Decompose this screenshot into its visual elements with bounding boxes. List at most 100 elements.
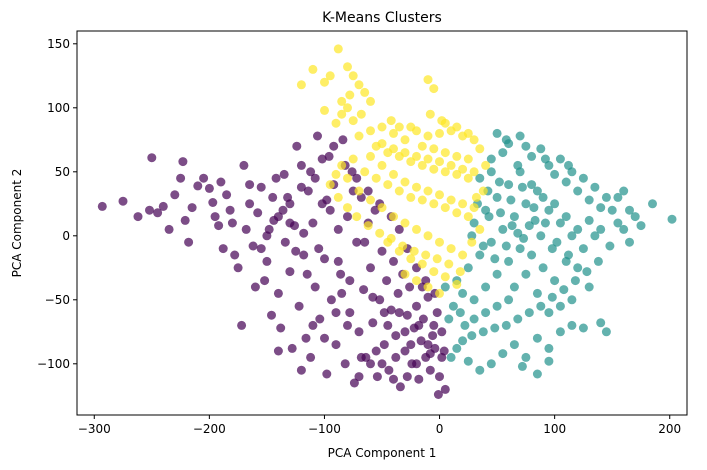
scatter-point-1-23 (636, 221, 646, 231)
scatter-point-1-99 (494, 177, 504, 187)
scatter-point-2-80 (389, 144, 398, 154)
scatter-point-1-117 (524, 221, 534, 231)
scatter-point-0-120 (314, 244, 324, 254)
scatter-point-1-136 (619, 186, 629, 196)
scatter-point-1-17 (601, 192, 611, 202)
scatter-point-1-5 (527, 151, 537, 161)
scatter-point-1-29 (570, 276, 580, 286)
scatter-point-2-60 (406, 254, 416, 264)
scatter-point-1-30 (559, 285, 569, 295)
scatter-point-1-112 (467, 231, 477, 241)
scatter-point-2-123 (386, 116, 396, 126)
scatter-point-2-2 (348, 71, 358, 81)
scatter-point-0-118 (245, 180, 255, 190)
scatter-point-1-92 (550, 276, 560, 286)
scatter-point-0-5 (153, 208, 163, 218)
scatter-point-0-121 (325, 205, 335, 215)
y-tick-label-5: 150 (47, 37, 70, 51)
scatter-point-1-56 (544, 356, 554, 366)
scatter-point-1-80 (561, 212, 571, 222)
scatter-point-0-8 (170, 190, 180, 200)
scatter-point-1-24 (648, 199, 657, 209)
scatter-point-1-43 (475, 365, 485, 375)
scatter-point-1-9 (555, 154, 565, 164)
scatter-point-1-46 (509, 340, 519, 350)
scatter-point-1-44 (486, 359, 496, 369)
scatter-point-1-19 (613, 218, 623, 228)
scatter-point-2-101 (421, 250, 431, 260)
x-tick-label-0: −300 (78, 422, 111, 436)
scatter-point-1-116 (513, 228, 523, 238)
scatter-point-1-1 (498, 148, 508, 158)
scatter-point-0-35 (260, 276, 270, 286)
scatter-point-1-133 (444, 314, 454, 324)
scatter-point-1-77 (527, 180, 537, 190)
x-axis-label: PCA Component 1 (328, 446, 437, 460)
scatter-point-0-106 (423, 292, 433, 302)
scatter-point-2-67 (423, 282, 433, 292)
scatter-point-1-79 (550, 199, 560, 209)
scatter-point-1-18 (607, 205, 617, 215)
scatter-point-2-0 (333, 44, 343, 54)
scatter-point-1-123 (507, 221, 517, 231)
scatter-point-1-138 (540, 154, 550, 164)
scatter-point-2-78 (366, 151, 375, 161)
scatter-point-0-53 (301, 333, 311, 343)
scatter-point-1-97 (486, 167, 496, 177)
scatter-point-0-146 (343, 320, 352, 330)
scatter-point-1-64 (509, 212, 519, 222)
x-tick-label-1: −200 (193, 422, 226, 436)
scatter-point-0-110 (432, 308, 442, 318)
scatter-point-0-47 (287, 343, 297, 353)
scatter-point-2-122 (377, 122, 387, 132)
scatter-point-0-7 (164, 224, 174, 234)
scatter-point-1-31 (547, 292, 557, 302)
scatter-point-1-50 (555, 327, 565, 337)
scatter-point-2-112 (463, 154, 473, 164)
scatter-point-2-12 (320, 105, 329, 115)
scatter-point-1-26 (605, 241, 615, 251)
scatter-point-0-38 (267, 310, 276, 320)
scatter-point-0-16 (204, 183, 214, 193)
scatter-point-1-111 (567, 295, 577, 305)
scatter-point-0-76 (354, 327, 364, 337)
scatter-point-0-88 (382, 276, 392, 286)
scatter-point-2-75 (446, 195, 456, 205)
scatter-point-1-45 (498, 349, 508, 359)
scatter-point-2-88 (478, 186, 488, 196)
scatter-point-1-132 (448, 301, 458, 311)
scatter-point-2-52 (400, 218, 410, 228)
scatter-point-0-23 (225, 205, 235, 215)
scatter-point-1-76 (515, 167, 525, 177)
scatter-point-0-52 (299, 250, 309, 260)
scatter-point-0-56 (308, 218, 318, 228)
scatter-point-2-4 (360, 87, 370, 97)
scatter-point-2-56 (446, 244, 456, 254)
scatter-point-0-107 (425, 365, 435, 375)
scatter-point-2-19 (429, 84, 439, 94)
scatter-point-0-126 (383, 320, 393, 330)
scatter-point-0-139 (391, 352, 401, 362)
scatter-point-1-96 (475, 173, 485, 183)
points-layer (97, 44, 677, 399)
scatter-point-0-73 (347, 167, 357, 177)
scatter-point-0-156 (262, 231, 272, 241)
scatter-point-0-113 (285, 218, 295, 228)
scatter-point-1-60 (463, 263, 473, 273)
scatter-point-2-11 (296, 80, 306, 90)
scatter-point-0-21 (218, 244, 228, 254)
scatter-point-1-87 (492, 269, 502, 279)
scatter-point-2-82 (412, 151, 421, 161)
scatter-point-0-138 (379, 308, 389, 318)
scatter-point-0-4 (147, 153, 157, 163)
scatter-point-2-6 (345, 90, 355, 100)
scatter-point-2-68 (435, 288, 444, 298)
scatter-point-0-81 (366, 263, 375, 273)
scatter-point-0-83 (370, 205, 380, 215)
scatter-point-1-114 (490, 254, 500, 264)
scatter-point-0-71 (343, 212, 352, 222)
scatter-point-0-26 (233, 263, 243, 273)
scatter-point-1-39 (458, 336, 468, 346)
scatter-point-2-35 (452, 169, 462, 179)
